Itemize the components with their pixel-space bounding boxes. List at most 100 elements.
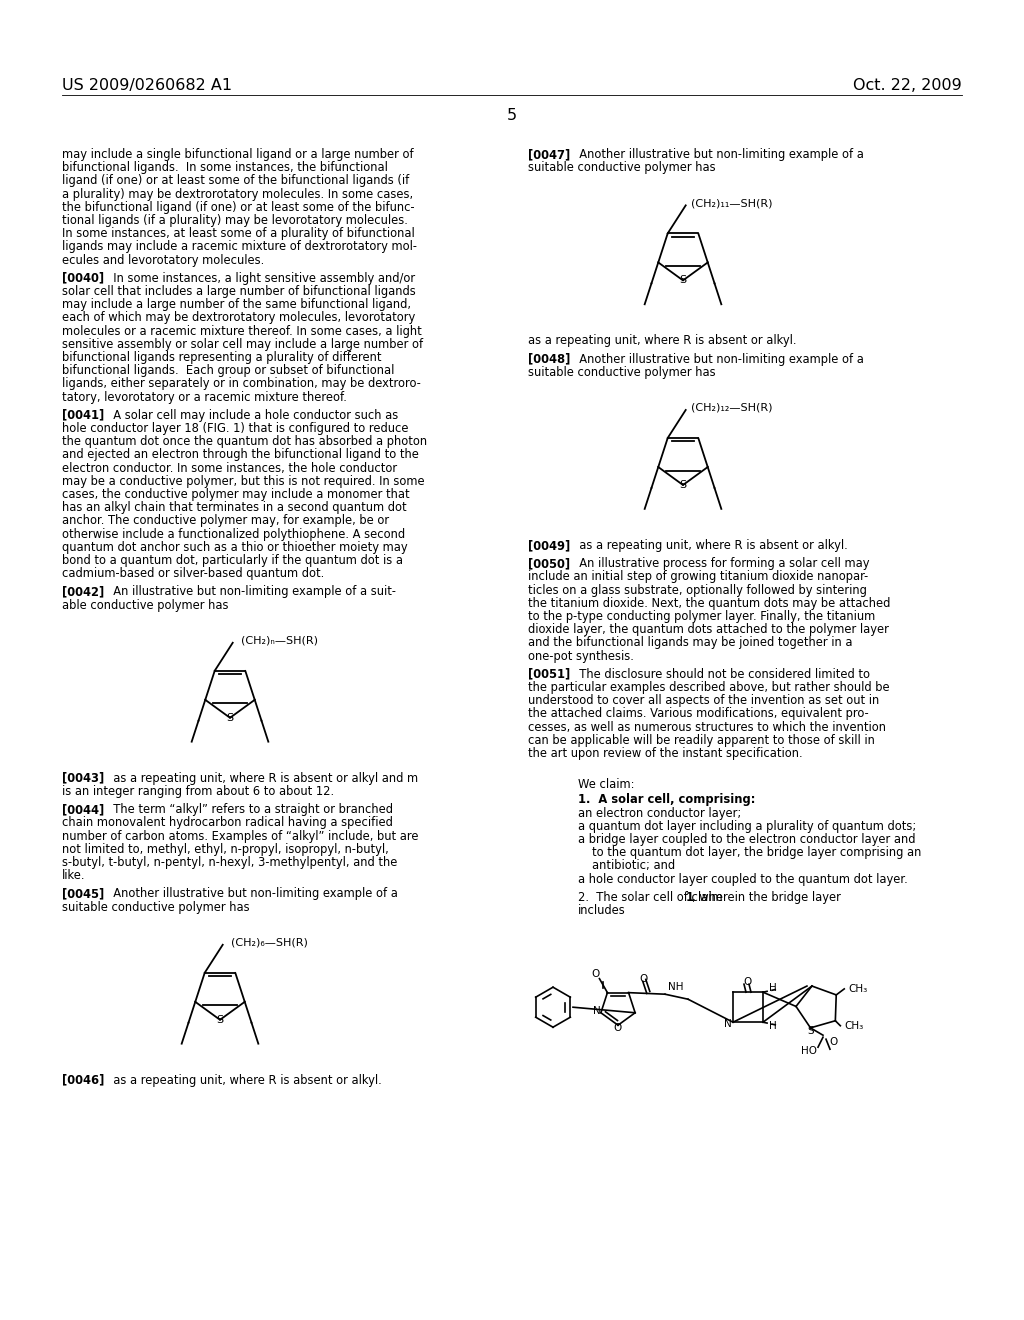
Text: An illustrative process for forming a solar cell may: An illustrative process for forming a so… (572, 557, 869, 570)
Text: suitable conductive polymer has: suitable conductive polymer has (528, 366, 716, 379)
Text: ticles on a glass substrate, optionally followed by sintering: ticles on a glass substrate, optionally … (528, 583, 867, 597)
Text: ligands, either separately or in combination, may be dextroro-: ligands, either separately or in combina… (62, 378, 421, 391)
Text: O: O (640, 974, 648, 985)
Text: the attached claims. Various modifications, equivalent pro-: the attached claims. Various modificatio… (528, 708, 868, 721)
Text: a quantum dot layer including a plurality of quantum dots;: a quantum dot layer including a pluralit… (578, 820, 916, 833)
Text: [0041]: [0041] (62, 409, 104, 422)
Text: HO: HO (801, 1047, 817, 1056)
Text: and ejected an electron through the bifunctional ligand to the: and ejected an electron through the bifu… (62, 449, 419, 462)
Text: S: S (226, 713, 233, 723)
Text: and the bifunctional ligands may be joined together in a: and the bifunctional ligands may be join… (528, 636, 853, 649)
Text: bond to a quantum dot, particularly if the quantum dot is a: bond to a quantum dot, particularly if t… (62, 554, 403, 568)
Text: a hole conductor layer coupled to the quantum dot layer.: a hole conductor layer coupled to the qu… (578, 873, 907, 886)
Text: We claim:: We claim: (578, 779, 635, 791)
Text: one-pot synthesis.: one-pot synthesis. (528, 649, 634, 663)
Text: to the quantum dot layer, the bridge layer comprising an: to the quantum dot layer, the bridge lay… (592, 846, 922, 859)
Text: a bridge layer coupled to the electron conductor layer and: a bridge layer coupled to the electron c… (578, 833, 915, 846)
Text: O: O (591, 969, 599, 978)
Text: hole conductor layer 18 (FIG. 1) that is configured to reduce: hole conductor layer 18 (FIG. 1) that is… (62, 422, 409, 436)
Text: the bifunctional ligand (if one) or at least some of the bifunc-: the bifunctional ligand (if one) or at l… (62, 201, 415, 214)
Text: can be applicable will be readily apparent to those of skill in: can be applicable will be readily appare… (528, 734, 874, 747)
Text: O: O (743, 977, 752, 987)
Text: S: S (807, 1026, 814, 1036)
Text: N: N (724, 1019, 732, 1030)
Text: suitable conductive polymer has: suitable conductive polymer has (62, 900, 250, 913)
Text: the quantum dot once the quantum dot has absorbed a photon: the quantum dot once the quantum dot has… (62, 436, 427, 449)
Text: [0047]: [0047] (528, 148, 570, 161)
Text: The term “alkyl” refers to a straight or branched: The term “alkyl” refers to a straight or… (106, 803, 393, 816)
Text: Another illustrative but non-limiting example of a: Another illustrative but non-limiting ex… (572, 148, 864, 161)
Text: O: O (828, 1038, 838, 1047)
Text: cadmium-based or silver-based quantum dot.: cadmium-based or silver-based quantum do… (62, 568, 325, 581)
Text: Oct. 22, 2009: Oct. 22, 2009 (853, 78, 962, 92)
Text: is an integer ranging from about 6 to about 12.: is an integer ranging from about 6 to ab… (62, 785, 334, 799)
Text: Another illustrative but non-limiting example of a: Another illustrative but non-limiting ex… (106, 887, 398, 900)
Text: Another illustrative but non-limiting example of a: Another illustrative but non-limiting ex… (572, 352, 864, 366)
Text: like.: like. (62, 869, 85, 882)
Text: An illustrative but non-limiting example of a suit-: An illustrative but non-limiting example… (106, 585, 396, 598)
Text: able conductive polymer has: able conductive polymer has (62, 598, 228, 611)
Text: molecules or a racemic mixture thereof. In some cases, a light: molecules or a racemic mixture thereof. … (62, 325, 422, 338)
Text: as a repeating unit, where R is absent or alkyl and m: as a repeating unit, where R is absent o… (106, 772, 418, 785)
Text: tional ligands (if a plurality) may be levorotatory molecules.: tional ligands (if a plurality) may be l… (62, 214, 408, 227)
Text: [0043]: [0043] (62, 772, 104, 785)
Text: [0048]: [0048] (528, 352, 570, 366)
Text: (CH₂)₁₂—SH(R): (CH₂)₁₂—SH(R) (691, 403, 772, 413)
Text: a plurality) may be dextrorotatory molecules. In some cases,: a plurality) may be dextrorotatory molec… (62, 187, 413, 201)
Text: [0045]: [0045] (62, 887, 104, 900)
Text: may include a large number of the same bifunctional ligand,: may include a large number of the same b… (62, 298, 411, 312)
Text: s-butyl, t-butyl, n-pentyl, n-hexyl, 3-methylpentyl, and the: s-butyl, t-butyl, n-pentyl, n-hexyl, 3-m… (62, 855, 397, 869)
Text: 2.  The solar cell of claim: 2. The solar cell of claim (578, 891, 726, 904)
Text: A solar cell may include a hole conductor such as: A solar cell may include a hole conducto… (106, 409, 398, 422)
Text: 1: 1 (686, 891, 694, 904)
Text: otherwise include a functionalized polythiophene. A second: otherwise include a functionalized polyt… (62, 528, 406, 541)
Text: suitable conductive polymer has: suitable conductive polymer has (528, 161, 716, 174)
Text: each of which may be dextrorotatory molecules, levorotatory: each of which may be dextrorotatory mole… (62, 312, 416, 325)
Text: [0050]: [0050] (528, 557, 570, 570)
Text: ecules and levorotatory molecules.: ecules and levorotatory molecules. (62, 253, 264, 267)
Text: CH₃: CH₃ (845, 1020, 863, 1031)
Text: as a repeating unit, where R is absent or alkyl.: as a repeating unit, where R is absent o… (572, 539, 848, 552)
Text: bifunctional ligands.  Each group or subset of bifunctional: bifunctional ligands. Each group or subs… (62, 364, 394, 378)
Text: may include a single bifunctional ligand or a large number of: may include a single bifunctional ligand… (62, 148, 414, 161)
Text: quantum dot anchor such as a thio or thioether moiety may: quantum dot anchor such as a thio or thi… (62, 541, 408, 554)
Text: N: N (593, 1006, 601, 1016)
Text: not limited to, methyl, ethyl, n-propyl, isopropyl, n-butyl,: not limited to, methyl, ethyl, n-propyl,… (62, 842, 389, 855)
Text: CH₃: CH₃ (848, 983, 867, 994)
Text: ligand (if one) or at least some of the bifunctional ligands (if: ligand (if one) or at least some of the … (62, 174, 410, 187)
Text: solar cell that includes a large number of bifunctional ligands: solar cell that includes a large number … (62, 285, 416, 298)
Text: The disclosure should not be considered limited to: The disclosure should not be considered … (572, 668, 870, 681)
Text: an electron conductor layer;: an electron conductor layer; (578, 807, 741, 820)
Text: S: S (216, 1015, 223, 1024)
Text: (CH₂)₁₁—SH(R): (CH₂)₁₁—SH(R) (691, 198, 772, 209)
Text: [0051]: [0051] (528, 668, 570, 681)
Text: bifunctional ligands.  In some instances, the bifunctional: bifunctional ligands. In some instances,… (62, 161, 388, 174)
Text: cesses, as well as numerous structures to which the invention: cesses, as well as numerous structures t… (528, 721, 886, 734)
Text: S: S (680, 480, 686, 490)
Text: include an initial step of growing titanium dioxide nanopar-: include an initial step of growing titan… (528, 570, 868, 583)
Text: chain monovalent hydrocarbon radical having a specified: chain monovalent hydrocarbon radical hav… (62, 816, 393, 829)
Text: [0044]: [0044] (62, 803, 104, 816)
Text: to the p-type conducting polymer layer. Finally, the titanium: to the p-type conducting polymer layer. … (528, 610, 876, 623)
Text: bifunctional ligands representing a plurality of different: bifunctional ligands representing a plur… (62, 351, 382, 364)
Text: (CH₂)ₙ—SH(R): (CH₂)ₙ—SH(R) (241, 636, 317, 645)
Text: has an alkyl chain that terminates in a second quantum dot: has an alkyl chain that terminates in a … (62, 502, 407, 515)
Text: US 2009/0260682 A1: US 2009/0260682 A1 (62, 78, 232, 92)
Text: cases, the conductive polymer may include a monomer that: cases, the conductive polymer may includ… (62, 488, 410, 502)
Text: [0040]: [0040] (62, 272, 104, 285)
Text: number of carbon atoms. Examples of “alkyl” include, but are: number of carbon atoms. Examples of “alk… (62, 829, 419, 842)
Text: anchor. The conductive polymer may, for example, be or: anchor. The conductive polymer may, for … (62, 515, 389, 528)
Text: understood to cover all aspects of the invention as set out in: understood to cover all aspects of the i… (528, 694, 880, 708)
Text: In some instances, a light sensitive assembly and/or: In some instances, a light sensitive ass… (106, 272, 415, 285)
Text: ligands may include a racemic mixture of dextrorotatory mol-: ligands may include a racemic mixture of… (62, 240, 417, 253)
Text: as a repeating unit, where R is absent or alkyl.: as a repeating unit, where R is absent o… (106, 1073, 382, 1086)
Text: may be a conductive polymer, but this is not required. In some: may be a conductive polymer, but this is… (62, 475, 425, 488)
Text: H: H (769, 1022, 777, 1031)
Text: O: O (613, 1023, 623, 1034)
Text: 5: 5 (507, 108, 517, 123)
Text: NH: NH (669, 982, 684, 993)
Text: 1.  A solar cell, comprising:: 1. A solar cell, comprising: (578, 793, 756, 807)
Text: antibiotic; and: antibiotic; and (592, 859, 675, 873)
Text: [0049]: [0049] (528, 539, 570, 552)
Text: electron conductor. In some instances, the hole conductor: electron conductor. In some instances, t… (62, 462, 397, 475)
